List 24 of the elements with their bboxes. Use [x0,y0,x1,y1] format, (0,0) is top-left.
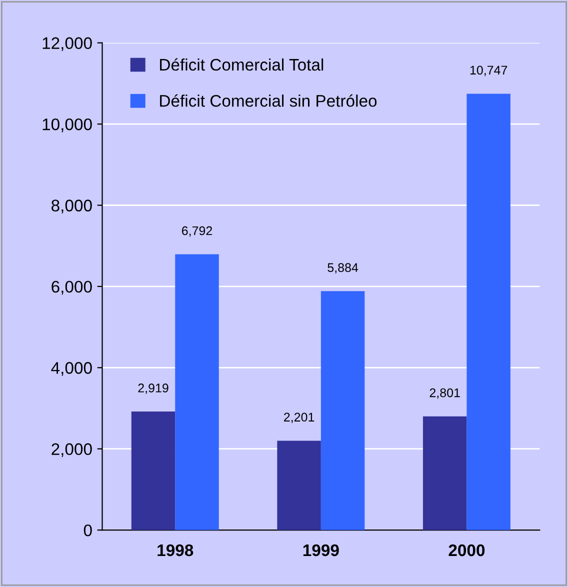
y-tick-label: 4,000 [51,362,92,376]
x-tick-label: 1998 [158,544,194,556]
x-tick-label: 1999 [303,544,339,556]
bar [422,416,467,530]
bar [466,94,510,530]
data-label: 10,747 [470,66,508,76]
data-label: 2,801 [430,388,460,399]
bar [277,440,321,530]
x-tick-label: 2000 [448,544,485,556]
data-label: 2,201 [284,412,314,424]
y-tick-label: 8,000 [52,200,92,214]
bar [131,412,176,530]
bar [320,291,365,530]
bar [175,254,219,530]
y-tick-label: 2,000 [52,443,92,458]
y-tick-label: 10,000 [42,118,92,132]
data-label: 2,919 [138,384,168,394]
data-label: 5,884 [328,263,358,274]
legend-label: Déficit Comercial sin Petróleo [160,94,377,107]
legend-label: Déficit Comercial Total [160,58,324,71]
data-label: 6,792 [182,226,212,237]
y-tick-label: 0 [84,524,92,536]
y-tick-label: 12,000 [42,37,92,52]
y-tick-label: 6,000 [52,280,92,295]
